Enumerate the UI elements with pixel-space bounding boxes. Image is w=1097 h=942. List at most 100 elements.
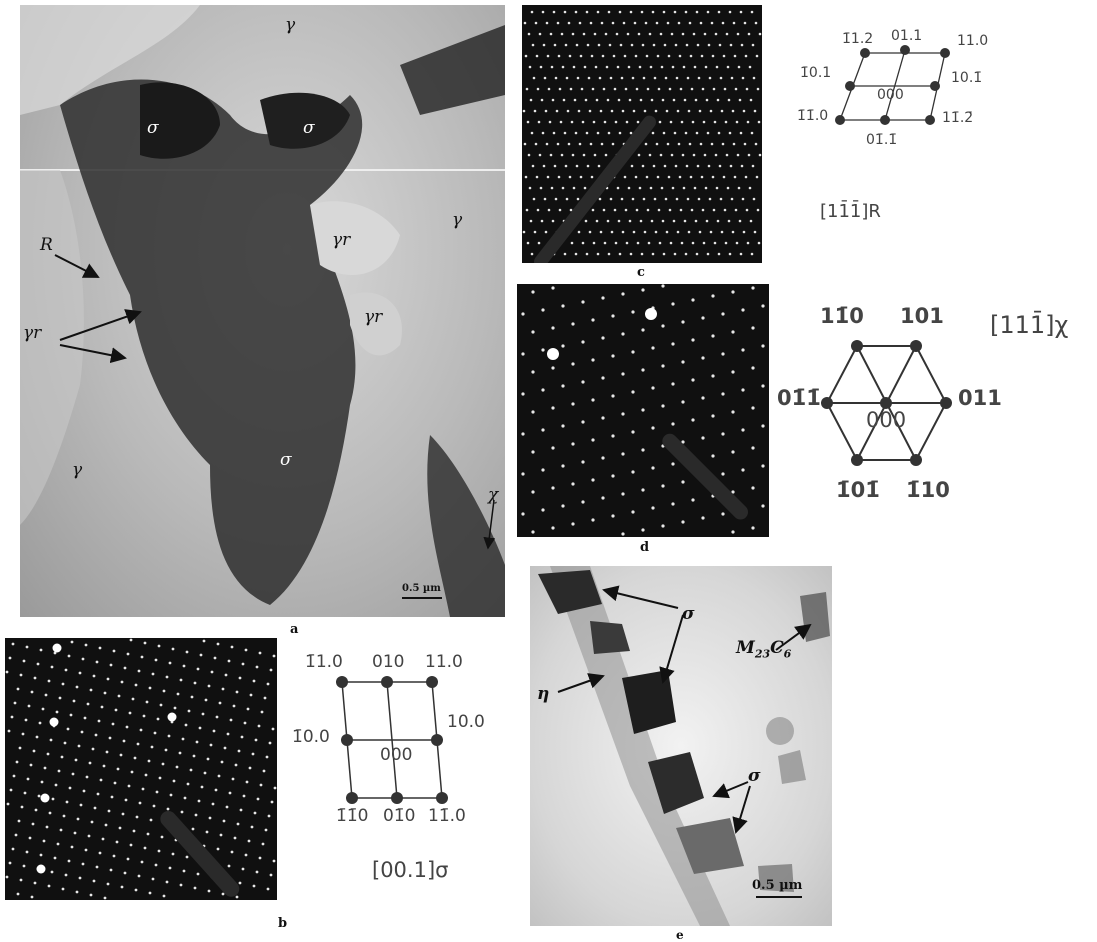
diffraction-spot — [134, 683, 138, 687]
diffraction-spot — [106, 677, 110, 681]
diffraction-spot — [144, 773, 148, 777]
diffraction-spot — [23, 791, 27, 795]
diffraction-spot — [237, 749, 241, 753]
diffraction-spot — [39, 853, 43, 857]
diffraction-spot — [754, 21, 758, 25]
diffraction-spot — [67, 654, 71, 658]
diffraction-spot — [651, 131, 655, 135]
diffraction-d-spots — [521, 284, 765, 536]
diffraction-spot — [195, 740, 199, 744]
diffraction-spot — [714, 153, 718, 157]
diffraction-spot — [594, 65, 598, 69]
diffraction-spot — [670, 153, 674, 157]
diffraction-spot — [570, 241, 574, 245]
diffraction-spot — [230, 850, 234, 854]
diffraction-spot — [80, 730, 84, 734]
diffraction-spot — [571, 402, 575, 406]
diffraction-spot — [596, 131, 600, 135]
diffraction-spot — [59, 828, 63, 832]
diffraction-spot — [541, 308, 545, 312]
diffraction-spot — [571, 522, 575, 526]
diffraction-spot — [677, 21, 681, 25]
diffraction-spot — [541, 468, 545, 472]
diffraction-spot — [598, 76, 602, 80]
diffraction-spot — [709, 230, 713, 234]
diffraction-spot — [203, 771, 207, 775]
micrograph-a: γ σ σ γ γr R γr γr γ σ χ 0.5 µm — [20, 5, 505, 617]
diffraction-spot — [181, 737, 185, 741]
diffraction-spot — [719, 76, 723, 80]
scale-bar-a — [402, 597, 442, 599]
diffraction-spot — [681, 360, 685, 364]
diffraction-spot — [588, 230, 592, 234]
diffraction-spot — [540, 98, 544, 102]
diffraction-spot — [591, 398, 595, 402]
diffraction-spot — [697, 76, 701, 80]
diffraction-spot — [590, 175, 594, 179]
diffraction-spot — [531, 530, 535, 534]
diffraction-spot — [614, 120, 618, 124]
diffraction-spot — [733, 175, 737, 179]
diffraction-spot — [554, 76, 558, 80]
diffraction-spot — [27, 704, 31, 708]
diffraction-spot — [673, 252, 677, 256]
index-b-7: 1̄1̄0 — [336, 806, 369, 826]
diffraction-spot — [661, 219, 665, 223]
diffraction-spot — [581, 300, 585, 304]
label-r: R — [40, 235, 53, 255]
diffraction-spot — [30, 895, 34, 899]
diffraction-spot — [89, 688, 93, 692]
diffraction-spot — [610, 230, 614, 234]
diffraction-spot — [24, 718, 28, 722]
diffraction-spot — [741, 76, 745, 80]
diffraction-spot — [702, 120, 706, 124]
diffraction-spot — [726, 186, 730, 190]
diffraction-spot — [717, 10, 721, 14]
diffraction-spot — [541, 508, 545, 512]
diffraction-spot — [529, 98, 533, 102]
diffraction-spot — [521, 312, 525, 316]
diffraction-spot — [715, 65, 719, 69]
diffraction-spot — [738, 219, 742, 223]
diffraction-spot — [561, 504, 565, 508]
diffraction-spot — [734, 87, 738, 91]
diffraction-spot — [162, 894, 166, 898]
diffraction-spot — [530, 252, 534, 256]
diffraction-spot — [698, 230, 702, 234]
diffraction-spot — [659, 32, 663, 36]
bright-reflection — [49, 717, 59, 727]
diffraction-spot — [76, 817, 80, 821]
diffraction-spot — [748, 186, 752, 190]
diffraction-spot — [611, 314, 615, 318]
diffraction-spot — [236, 822, 240, 826]
diffraction-spot — [538, 32, 542, 36]
diffraction-spot — [592, 120, 596, 124]
diffraction-spot — [591, 358, 595, 362]
diffraction-spot — [727, 98, 731, 102]
diffraction-spot — [87, 834, 91, 838]
diffraction-spot — [732, 142, 736, 146]
diffraction-spot — [155, 790, 159, 794]
diffraction-spot — [545, 21, 549, 25]
diffraction-spot — [189, 768, 193, 772]
diffraction-spot — [103, 896, 107, 900]
diffraction-spot — [73, 831, 77, 835]
caption-b: b — [278, 916, 288, 931]
diffraction-spot — [165, 880, 169, 884]
diffraction-spot — [659, 153, 663, 157]
diffraction-spot — [725, 153, 729, 157]
diffraction-spot — [142, 714, 146, 718]
diffraction-spot — [631, 510, 635, 514]
diffraction-spot — [738, 98, 742, 102]
diffraction-spot — [233, 836, 237, 840]
diffraction-spot — [705, 219, 709, 223]
diffraction-spot — [123, 666, 127, 670]
diffraction-spot — [571, 442, 575, 446]
diffraction-spot — [141, 787, 145, 791]
diffraction-spot — [255, 870, 259, 874]
diffraction-spot — [681, 400, 685, 404]
diffraction-spot — [10, 715, 14, 719]
diffraction-spot — [182, 869, 186, 873]
diffraction-spot — [582, 153, 586, 157]
